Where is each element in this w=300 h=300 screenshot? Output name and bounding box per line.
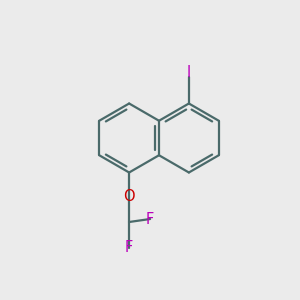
Text: O: O bbox=[123, 189, 135, 204]
Text: F: F bbox=[125, 240, 133, 255]
Text: I: I bbox=[187, 65, 191, 80]
Text: F: F bbox=[146, 212, 154, 226]
